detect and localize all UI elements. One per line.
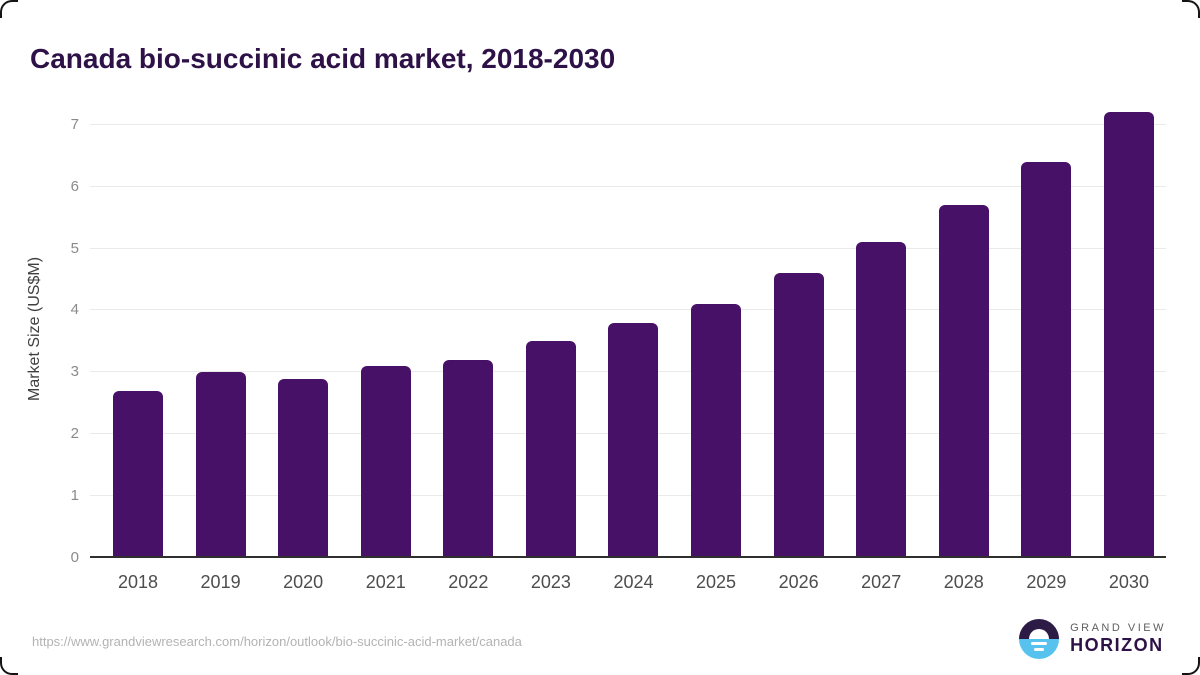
bar-2019 (195, 372, 246, 558)
bar-2021 (360, 366, 411, 558)
card-corner (1182, 0, 1200, 18)
gridline (90, 123, 1166, 125)
x-tick-label: 2028 (943, 572, 984, 592)
y-axis-label: Market Size (US$M) (26, 256, 43, 402)
source-url: https://www.grandviewresearch.com/horizo… (32, 634, 522, 649)
x-labels: 2018 2019 2020 2021 2022 2023 2024 2025 2026 2027… (90, 572, 1166, 593)
bars (90, 100, 1166, 558)
y-tick-label: 5 (70, 239, 79, 257)
bar-2026 (773, 273, 824, 558)
bar-2028 (938, 205, 989, 558)
x-tick-label: 2021 (365, 572, 406, 592)
x-tick-label: 2026 (778, 572, 819, 592)
x-tick-label: 2020 (283, 572, 324, 592)
gridline (90, 185, 1166, 187)
gridline (90, 247, 1166, 249)
x-tick-label: 2024 (613, 572, 654, 592)
bar-2027 (856, 242, 907, 558)
x-tick-label: 2025 (696, 572, 737, 592)
y-tick-label: 7 (70, 115, 79, 133)
card-corner (0, 657, 18, 675)
y-tick-label: 3 (70, 363, 79, 381)
bar-2020 (278, 378, 329, 558)
y-tick-label: 0 (70, 549, 79, 566)
x-tick-label: 2022 (448, 572, 489, 592)
brand-logo: GRAND VIEW HORIZON (1019, 619, 1166, 659)
x-tick-label: 2027 (861, 572, 902, 592)
y-tick-label: 6 (70, 177, 79, 195)
reflection-line-icon (1031, 642, 1048, 645)
x-tick-label: 2018 (117, 572, 159, 592)
bar-2024 (608, 322, 659, 558)
bar-2022 (443, 359, 494, 558)
gridline (90, 309, 1166, 311)
x-tick-label: 2029 (1026, 572, 1067, 592)
x-tick-label: 2030 (1108, 572, 1149, 592)
x-tick-label: 2023 (530, 572, 571, 592)
logo-text: GRAND VIEW HORIZON (1070, 622, 1166, 655)
y-tick-label: 1 (70, 487, 79, 505)
chart-title: Canada bio-succinic acid market, 2018-20… (30, 42, 616, 74)
bar-2025 (691, 304, 742, 558)
logo-text-horizon: HORIZON (1070, 634, 1164, 655)
x-tick-label: 2019 (200, 572, 241, 592)
card-corner (1182, 657, 1200, 675)
sunset-dome-icon (1029, 629, 1050, 639)
plot-area: 0 1 2 3 4 5 6 7 2018 2019 2020 2021 2022 2023 2024 202… (71, 100, 1166, 592)
card-corner (0, 0, 18, 18)
logo-text-grand-view: GRAND VIEW (1070, 622, 1166, 635)
reflection-line-icon (1034, 648, 1045, 651)
bar-2023 (525, 341, 576, 558)
bar-2018 (113, 390, 163, 558)
x-axis-line (90, 556, 1166, 558)
bar-2029 (1021, 161, 1072, 558)
bar-2030 (1103, 112, 1154, 558)
grand-view-horizon-icon (1019, 619, 1060, 659)
y-tick-label: 4 (70, 301, 79, 319)
y-tick-label: 2 (70, 425, 79, 443)
